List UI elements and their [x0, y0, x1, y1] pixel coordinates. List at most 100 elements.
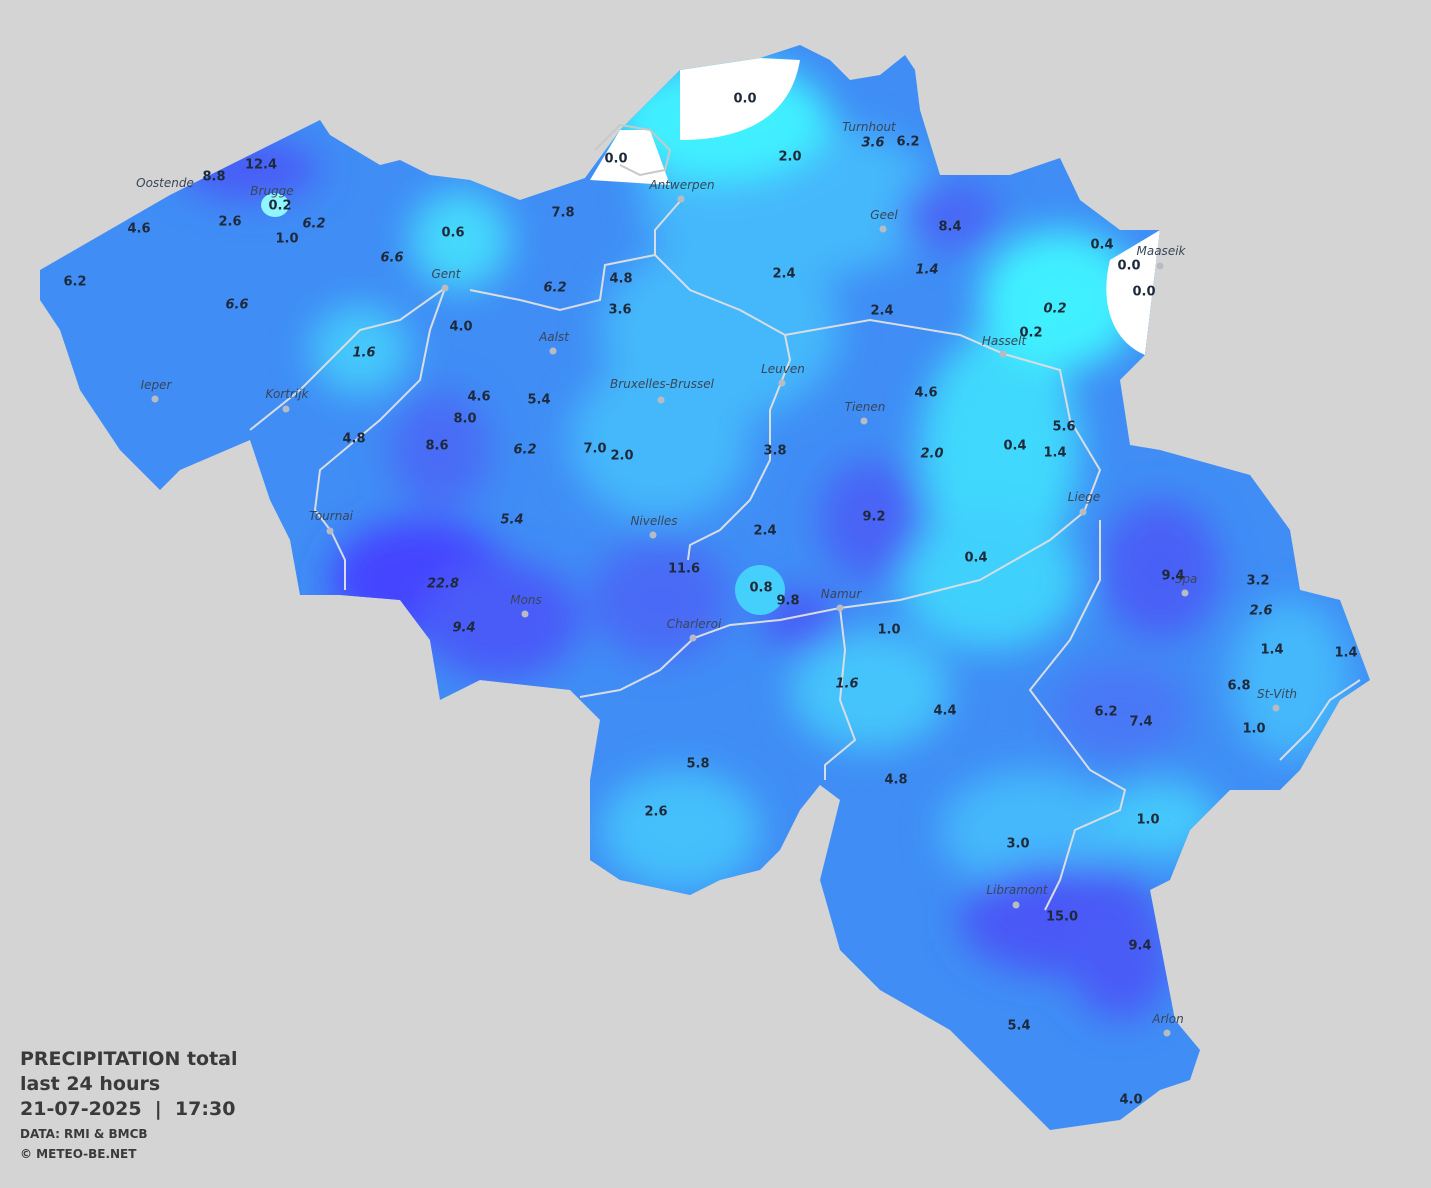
title-line: PRECIPITATION total — [20, 1048, 238, 1070]
station-value: 7.4 — [1129, 715, 1152, 730]
station-value: 1.4 — [1260, 643, 1283, 658]
station-value: 2.0 — [778, 150, 801, 165]
city-label: Nivelles — [630, 514, 677, 528]
stations: 0.0 0.0 2.0 3.6 6.2 12.4 8.8 0.2 2.6 1.0 6.2 4.6 7.8… — [63, 92, 1357, 1108]
station-value: 3.0 — [1006, 837, 1029, 852]
station-value: 1.4 — [1043, 446, 1066, 461]
title-line: last 24 hours — [20, 1073, 160, 1095]
station-value: 0.8 — [749, 581, 772, 596]
city-label: Arlon — [1151, 1012, 1183, 1026]
legend-block: PRECIPITATION total last 24 hours 21-07-… — [20, 1048, 238, 1161]
station-value: 4.0 — [1119, 1093, 1142, 1108]
city-dot — [778, 379, 786, 387]
station-value: 9.4 — [1161, 569, 1184, 584]
station-value: 0.2 — [1019, 326, 1042, 341]
city-label: Gent — [432, 267, 462, 281]
station-value: 4.6 — [127, 222, 150, 237]
station-value: 0.4 — [1003, 439, 1026, 454]
station-value: 6.2 — [896, 135, 919, 150]
city-dot — [836, 604, 844, 612]
city-label: Namur — [821, 587, 863, 601]
station-value: 2.0 — [920, 447, 943, 462]
station-value: 1.4 — [1334, 646, 1357, 661]
station-value: 5.4 — [527, 393, 550, 408]
station-value: 1.6 — [352, 346, 375, 361]
station-value: 4.0 — [449, 320, 472, 335]
station-value: 6.2 — [302, 217, 325, 232]
city-dot — [1181, 589, 1189, 597]
station-value: 4.8 — [609, 272, 632, 287]
station-value: 2.4 — [753, 524, 776, 539]
city-dot — [677, 195, 685, 203]
city-label: Turnhout — [842, 120, 897, 134]
station-value: 9.4 — [1128, 939, 1151, 954]
station-value: 8.6 — [425, 439, 448, 454]
city-dot — [879, 225, 887, 233]
city-label: Oostende — [136, 176, 194, 190]
station-value: 0.0 — [1132, 285, 1155, 300]
station-value: 2.4 — [870, 304, 893, 319]
station-value: 1.4 — [915, 263, 938, 278]
station-value: 4.6 — [914, 386, 937, 401]
station-value: 7.0 — [583, 442, 606, 457]
station-value: 22.8 — [427, 577, 459, 592]
station-value: 3.8 — [763, 444, 786, 459]
city-label: Bruxelles-Brussel — [610, 377, 715, 391]
city-dot — [1012, 901, 1020, 909]
city-label: St-Vith — [1257, 687, 1297, 701]
city-label: Geel — [870, 208, 898, 222]
station-value: 9.2 — [862, 510, 885, 525]
port — [594, 123, 672, 177]
station-value: 6.2 — [63, 275, 86, 290]
station-value: 15.0 — [1046, 910, 1078, 925]
city-dot — [521, 610, 529, 618]
city-dot — [1272, 704, 1280, 712]
station-value: 2.6 — [644, 805, 667, 820]
station-value: 1.0 — [275, 232, 298, 247]
station-value: 0.0 — [604, 152, 627, 167]
city-label: Charleroi — [667, 617, 722, 631]
city-dot — [326, 527, 334, 535]
station-value: 1.0 — [877, 623, 900, 638]
station-value: 2.6 — [218, 215, 241, 230]
station-value: 3.6 — [861, 136, 884, 151]
station-value: 1.0 — [1136, 813, 1159, 828]
city-label: Libramont — [986, 883, 1049, 897]
station-value: 6.8 — [1227, 679, 1250, 694]
station-value: 0.4 — [964, 551, 987, 566]
station-value: 7.8 — [551, 206, 574, 221]
station-value: 8.0 — [453, 412, 476, 427]
station-value: 0.0 — [1117, 259, 1140, 274]
credit: DATA: RMI & BMCB — [20, 1127, 148, 1141]
station-value: 0.0 — [733, 92, 756, 107]
station-value: 6.6 — [380, 251, 403, 266]
station-value: 8.4 — [938, 220, 961, 235]
city-label: Aalst — [538, 330, 570, 344]
station-value: 2.6 — [1249, 604, 1272, 619]
rivers — [249, 198, 1361, 911]
city-dot — [151, 395, 159, 403]
city-dot — [649, 531, 657, 539]
station-value: 4.8 — [884, 773, 907, 788]
station-value: 12.4 — [245, 158, 277, 173]
city-label: Leuven — [761, 362, 805, 376]
station-value: 5.4 — [500, 513, 523, 528]
city-dot — [689, 634, 697, 642]
station-value: 3.2 — [1246, 574, 1269, 589]
station-value: 9.4 — [452, 621, 475, 636]
station-value: 0.2 — [268, 199, 291, 214]
station-value: 11.6 — [668, 562, 700, 577]
city-label: Mons — [510, 593, 542, 607]
city-label: Kortrijk — [266, 387, 310, 401]
station-value: 4.4 — [933, 704, 956, 719]
city-dot — [1156, 262, 1164, 270]
city-label: Liege — [1068, 490, 1100, 504]
city-label: Ieper — [141, 378, 173, 392]
city-dot — [549, 347, 557, 355]
station-value: 6.2 — [513, 443, 536, 458]
city-label: Tienen — [845, 400, 886, 414]
city-dot — [441, 284, 449, 292]
city-dot — [1079, 508, 1087, 516]
station-value: 0.6 — [441, 226, 464, 241]
